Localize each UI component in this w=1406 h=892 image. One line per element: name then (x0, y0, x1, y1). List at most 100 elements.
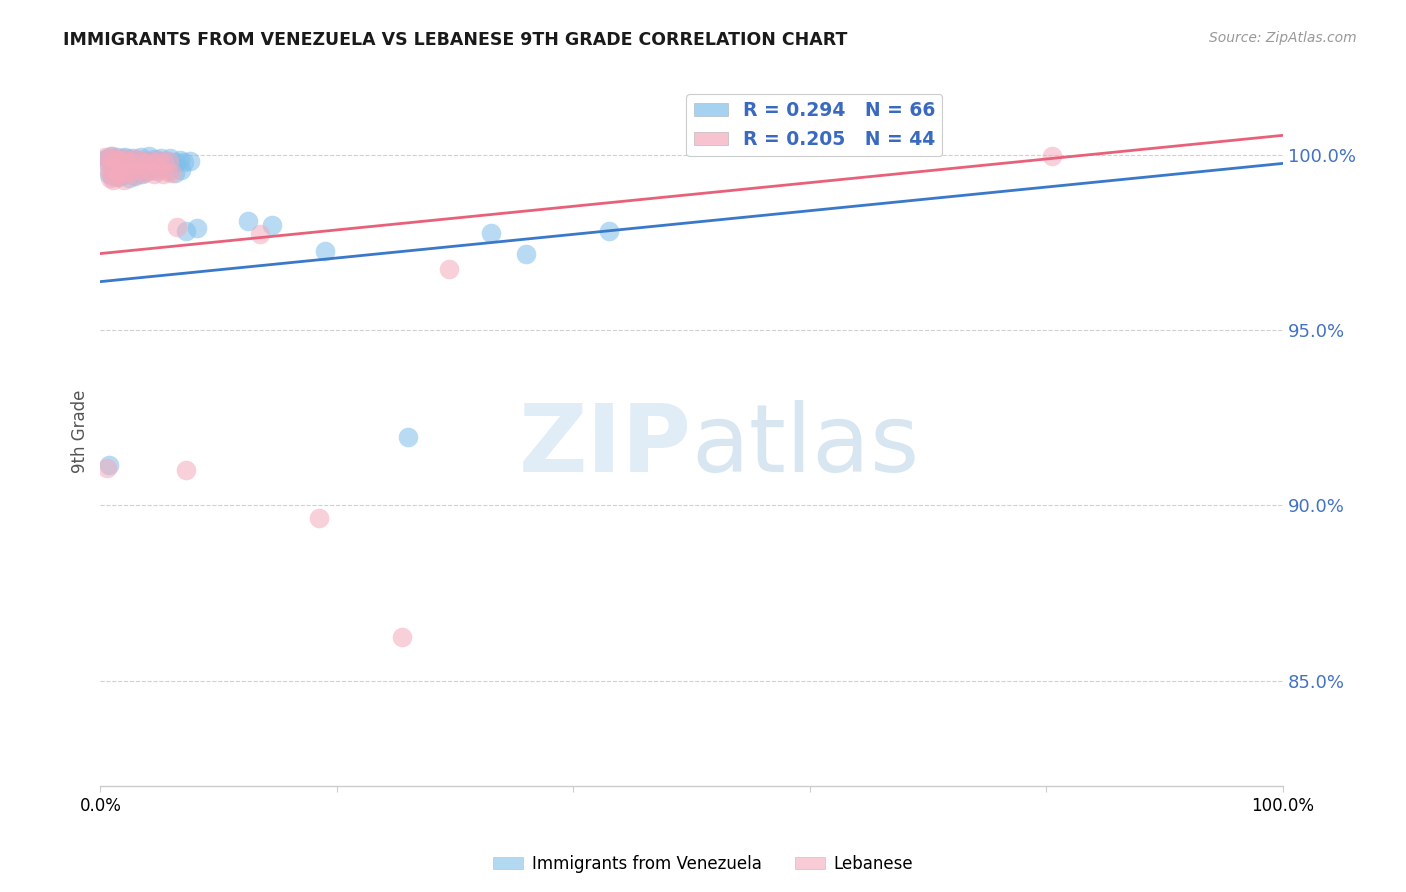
Point (114, 166, 136, 180)
Point (162, 166, 184, 180)
Point (515, 246, 537, 260)
Point (163, 165, 186, 179)
Text: atlas: atlas (692, 400, 920, 492)
Point (169, 153, 191, 168)
Text: IMMIGRANTS FROM VENEZUELA VS LEBANESE 9TH GRADE CORRELATION CHART: IMMIGRANTS FROM VENEZUELA VS LEBANESE 9T… (63, 31, 848, 49)
Point (152, 167, 174, 181)
Point (97, 458, 120, 472)
Point (139, 153, 162, 168)
Point (122, 161, 145, 175)
Point (127, 157, 149, 171)
Point (148, 162, 170, 177)
Point (125, 152, 148, 166)
Legend: Immigrants from Venezuela, Lebanese: Immigrants from Venezuela, Lebanese (486, 848, 920, 880)
Legend: R = 0.294   N = 66, R = 0.205   N = 44: R = 0.294 N = 66, R = 0.205 N = 44 (686, 94, 942, 156)
Point (174, 463, 197, 477)
Point (103, 152, 125, 166)
Point (173, 155, 195, 169)
Point (249, 227, 271, 241)
Point (96, 460, 118, 475)
Point (104, 152, 127, 166)
Point (138, 149, 160, 163)
Point (120, 154, 142, 169)
Point (132, 166, 155, 180)
Point (146, 164, 169, 178)
Point (152, 161, 174, 175)
Point (162, 156, 184, 170)
Point (149, 152, 172, 166)
Point (159, 151, 181, 165)
Point (132, 155, 155, 169)
Point (179, 153, 201, 168)
Point (128, 163, 150, 178)
Point (100, 149, 122, 163)
Point (97, 167, 120, 181)
Point (118, 152, 141, 166)
Point (141, 161, 163, 176)
Point (156, 153, 179, 168)
Point (238, 214, 260, 228)
Point (148, 154, 170, 169)
Point (153, 155, 176, 169)
Point (110, 161, 132, 176)
Point (105, 170, 128, 185)
Point (115, 153, 138, 167)
Point (118, 165, 141, 179)
Point (598, 224, 620, 238)
Point (170, 162, 193, 177)
Point (124, 154, 146, 169)
Point (134, 155, 156, 169)
Point (150, 155, 173, 169)
Point (107, 170, 129, 185)
Point (101, 149, 124, 163)
Text: Source: ZipAtlas.com: Source: ZipAtlas.com (1209, 31, 1357, 45)
Point (97, 151, 120, 165)
Point (124, 168, 146, 182)
Point (108, 153, 131, 167)
Point (138, 163, 160, 178)
Point (157, 163, 180, 178)
Point (118, 171, 141, 186)
Point (121, 151, 143, 165)
Point (143, 152, 166, 166)
Point (129, 154, 152, 169)
Point (103, 173, 125, 187)
Y-axis label: 9th Grade: 9th Grade (72, 390, 89, 474)
Point (439, 261, 461, 276)
Point (148, 153, 170, 167)
Point (124, 169, 146, 183)
Point (143, 155, 166, 169)
Point (104, 168, 127, 182)
Point (479, 226, 502, 240)
Point (314, 244, 336, 259)
Point (125, 153, 148, 167)
Point (94, 150, 117, 164)
Point (308, 510, 330, 524)
Point (129, 150, 152, 164)
Point (111, 151, 134, 165)
Text: ZIP: ZIP (519, 400, 692, 492)
Point (120, 153, 142, 168)
Point (391, 630, 413, 644)
Point (112, 172, 135, 186)
Point (1040, 149, 1063, 163)
Point (101, 169, 124, 184)
Point (166, 219, 188, 234)
Point (96, 161, 118, 175)
Point (135, 153, 157, 168)
Point (111, 151, 134, 165)
Point (139, 154, 162, 169)
Point (105, 150, 128, 164)
Point (117, 163, 139, 178)
Point (155, 157, 177, 171)
Point (103, 164, 125, 178)
Point (128, 162, 150, 177)
Point (141, 155, 163, 169)
Point (260, 219, 283, 233)
Point (157, 154, 180, 169)
Point (96, 151, 118, 165)
Point (145, 158, 167, 172)
Point (103, 159, 125, 173)
Point (142, 167, 165, 181)
Point (111, 169, 134, 183)
